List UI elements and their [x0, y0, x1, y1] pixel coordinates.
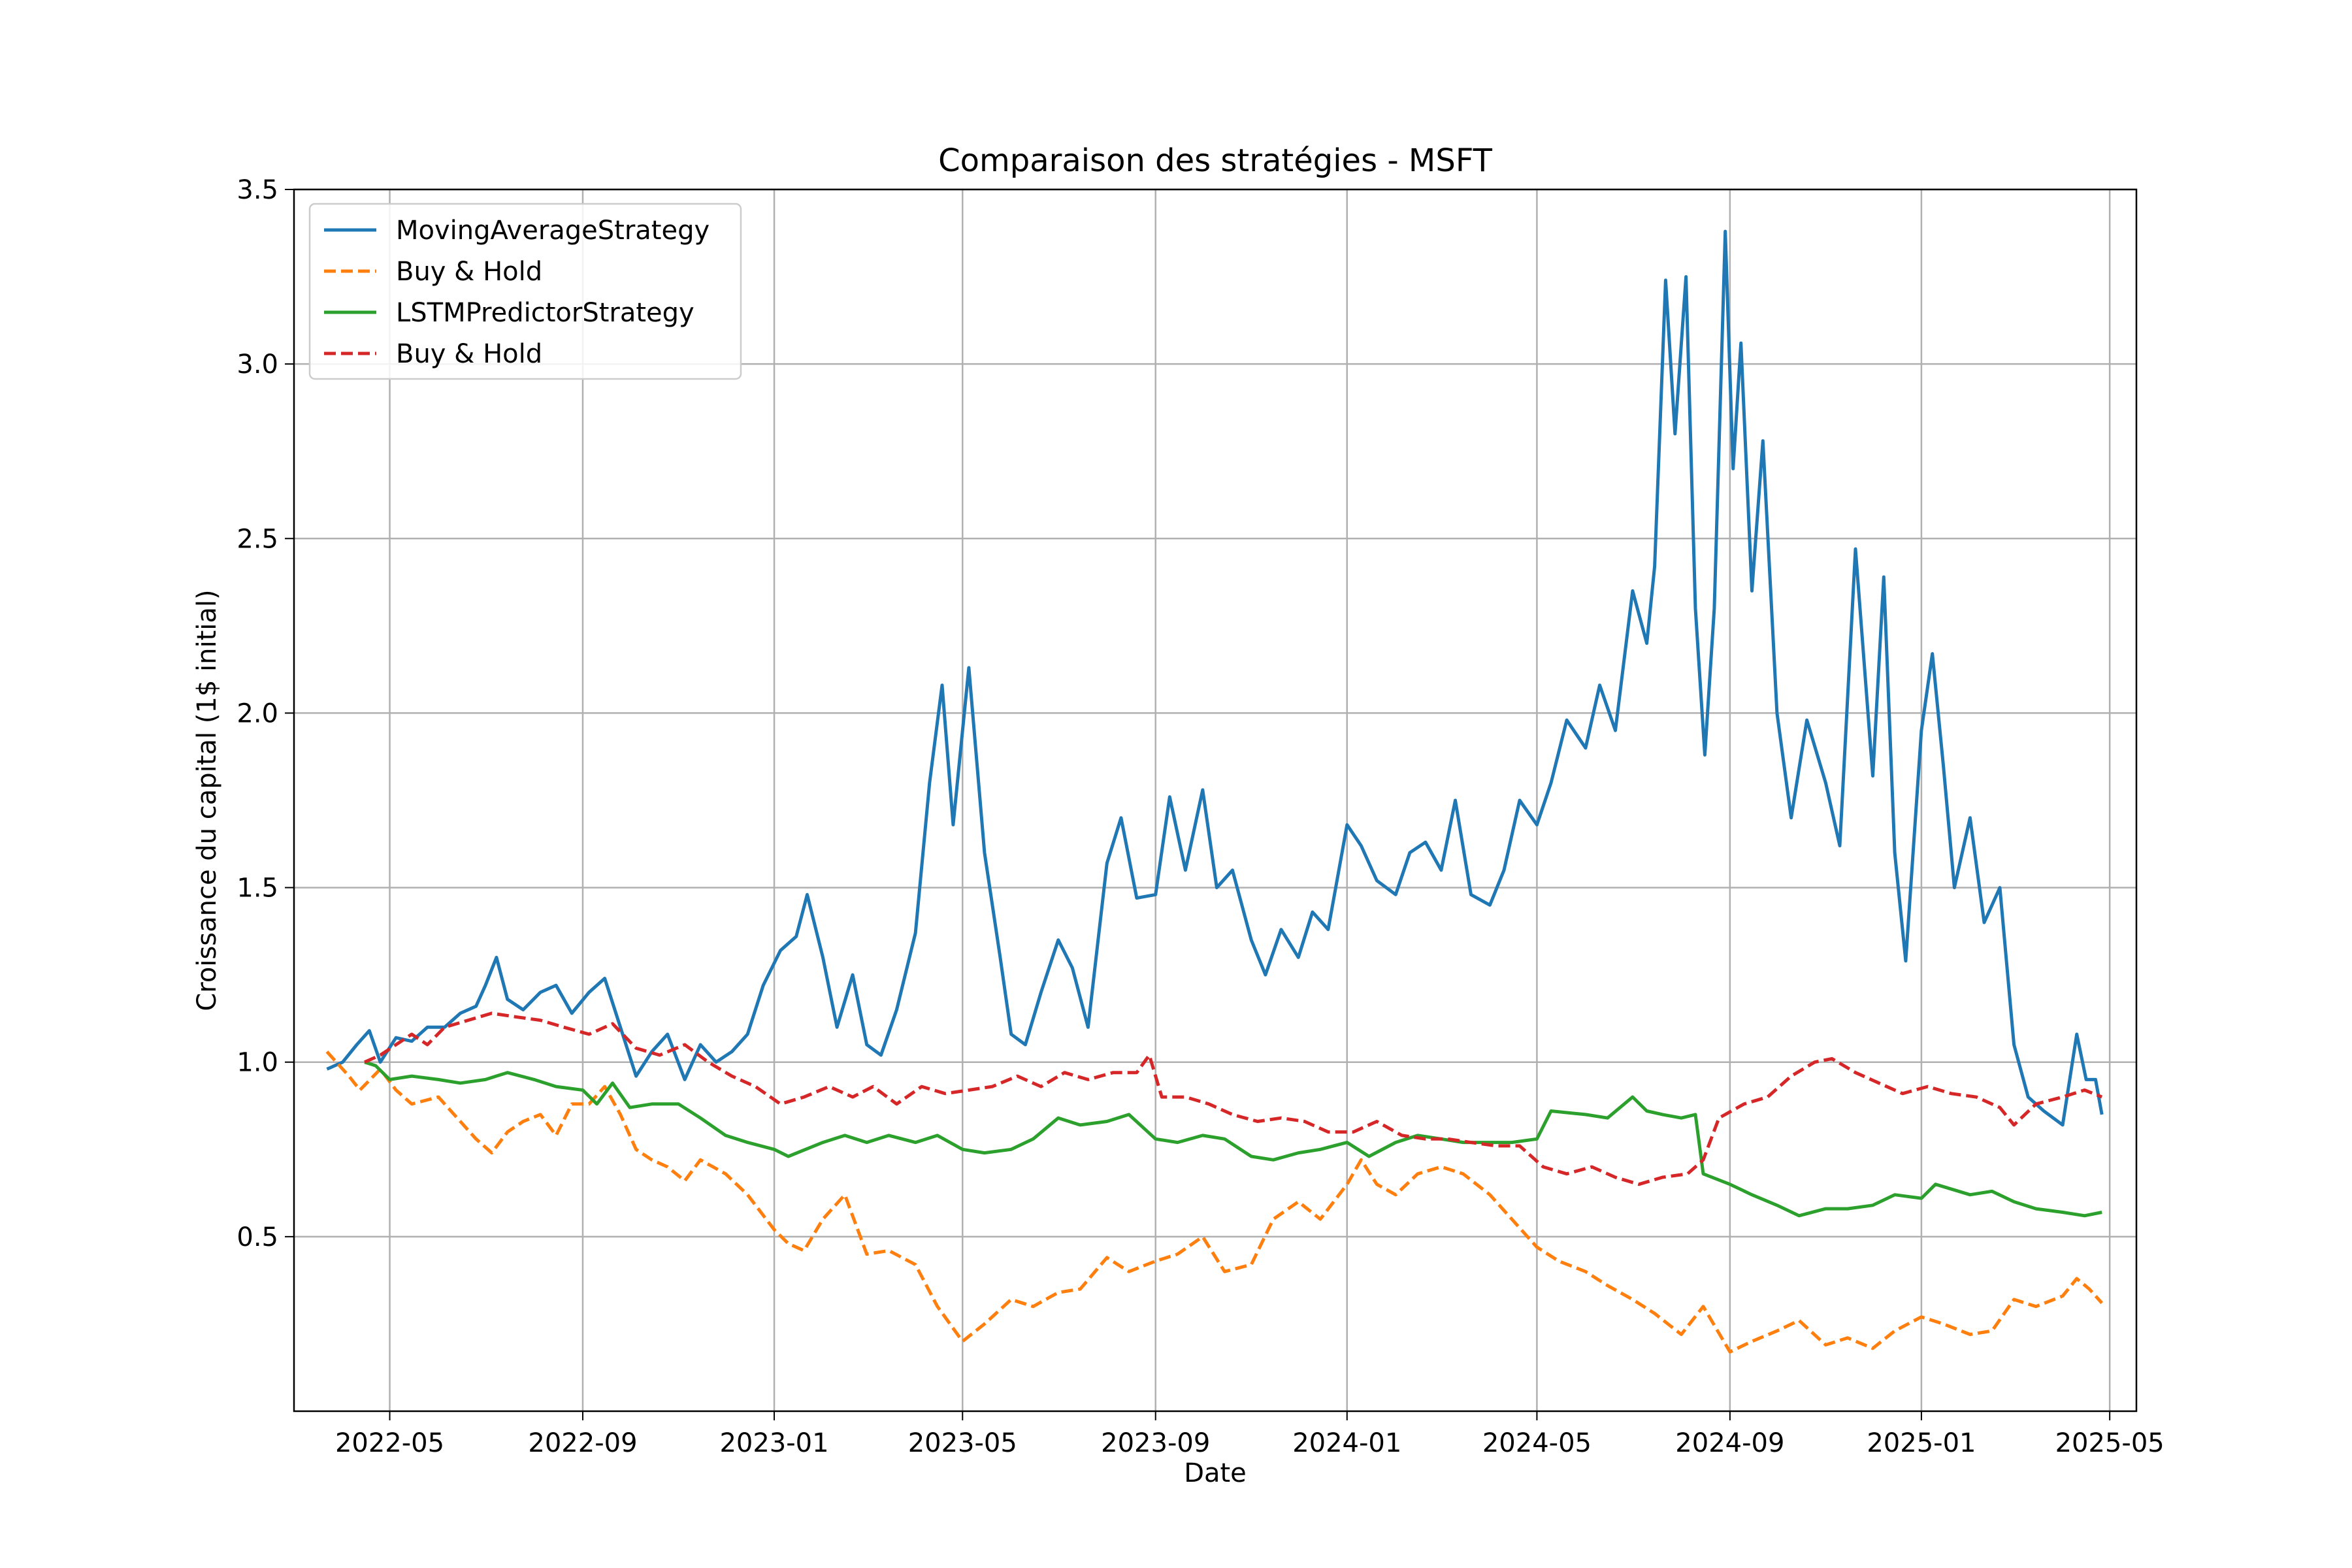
x-tick-label: 2025-01: [1867, 1428, 1976, 1458]
y-tick-label: 3.0: [237, 350, 278, 380]
x-tick-label: 2023-09: [1101, 1428, 1210, 1458]
y-tick-label: 1.5: [237, 874, 278, 904]
x-tick-label: 2025-05: [2055, 1428, 2164, 1458]
series-line-1: [326, 229, 2104, 1127]
x-tick-label: 2023-05: [908, 1428, 1017, 1458]
series-line-2: [325, 1051, 2104, 1354]
x-tick-label: 2024-01: [1292, 1428, 1401, 1458]
y-axis-title: Croissance du capital (1$ initial): [192, 589, 222, 1011]
x-tick-label: 2023-01: [719, 1428, 828, 1458]
legend-label: Buy & Hold: [396, 339, 542, 369]
plot-frame: [293, 188, 2138, 1413]
y-tick-label: 1.0: [237, 1048, 278, 1078]
y-tick-label: 2.5: [237, 524, 278, 554]
x-tick-label: 2024-05: [1482, 1428, 1592, 1458]
y-tick-label: 3.5: [237, 175, 278, 205]
legend-label: Buy & Hold: [396, 257, 542, 287]
x-axis: 2022-05 2022-09 2023-01 2023-05 2023-09 2024-…: [335, 1411, 2164, 1458]
chart-title: Comparaison des stratégies - MSFT: [938, 142, 1492, 179]
x-tick-label: 2022-05: [335, 1428, 444, 1458]
legend-box: [308, 203, 742, 380]
y-tick-label: 0.5: [237, 1222, 278, 1252]
x-tick-label: 2022-09: [528, 1428, 637, 1458]
series-lines: [325, 229, 2104, 1354]
legend: MovingAverageStrategy Buy & Hold LSTMPredi…: [308, 203, 742, 380]
legend-label: MovingAverageStrategy: [396, 216, 710, 246]
legend-label: LSTMPredictorStrategy: [396, 298, 694, 328]
x-tick-label: 2024-09: [1675, 1428, 1784, 1458]
series-line-4: [364, 1011, 2103, 1186]
y-tick-label: 2.0: [237, 698, 278, 728]
x-axis-title: Date: [1184, 1458, 1247, 1488]
series-line-3: [364, 1060, 2102, 1218]
y-axis: 0.5 1.0 1.5 2.0 2.5 3.0 3.5: [237, 175, 294, 1252]
